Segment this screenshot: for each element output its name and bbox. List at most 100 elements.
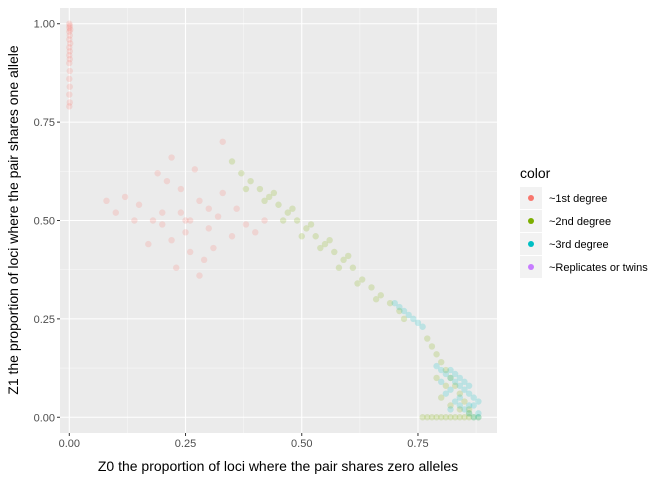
data-point <box>66 67 73 75</box>
data-point <box>419 414 426 421</box>
data-point <box>159 221 166 228</box>
data-point <box>447 402 454 409</box>
legend-key-dot <box>528 195 534 201</box>
data-point <box>470 414 477 421</box>
data-point <box>461 378 468 386</box>
data-point <box>66 52 73 59</box>
data-point <box>66 75 73 83</box>
data-point <box>66 59 73 67</box>
data-point <box>447 386 454 393</box>
data-point <box>247 177 254 185</box>
data-point <box>354 280 361 287</box>
data-point <box>228 158 236 165</box>
data-point <box>66 55 73 63</box>
data-point <box>121 193 129 201</box>
data-point <box>293 217 301 224</box>
data-point <box>66 91 73 98</box>
data-point <box>149 217 157 224</box>
data-point <box>456 402 464 409</box>
data-point <box>219 138 226 145</box>
data-point <box>456 406 464 413</box>
data-point <box>461 386 468 393</box>
data-point <box>465 390 473 397</box>
data-point <box>451 378 459 386</box>
data-point <box>284 209 291 216</box>
data-point <box>400 307 408 315</box>
data-point <box>465 414 473 421</box>
data-point <box>173 264 180 271</box>
data-point <box>475 414 482 421</box>
data-point <box>456 390 464 397</box>
x-axis-ticks: 0.00 0.25 0.50 0.75 <box>59 433 429 450</box>
data-point <box>470 394 477 401</box>
data-point <box>242 221 250 228</box>
data-point <box>456 382 464 389</box>
data-point <box>66 48 73 55</box>
data-point <box>451 370 459 378</box>
data-point <box>475 414 482 421</box>
data-point <box>214 213 222 220</box>
data-point <box>66 20 73 27</box>
data-point <box>447 374 454 382</box>
data-point <box>405 311 412 319</box>
data-point <box>261 217 268 224</box>
data-point <box>67 40 74 47</box>
legend-label: ~1st degree <box>549 193 607 205</box>
data-point <box>465 382 473 389</box>
data-point <box>168 236 175 244</box>
data-point <box>66 99 73 106</box>
data-point <box>200 256 208 264</box>
data-point <box>424 414 431 421</box>
y-tick-label: 0.75 <box>34 117 55 129</box>
data-point <box>66 22 73 29</box>
data-point <box>391 299 398 307</box>
data-point <box>275 201 282 208</box>
data-point <box>461 414 468 421</box>
data-point <box>177 185 185 193</box>
data-point <box>154 170 161 177</box>
data-point <box>442 414 450 421</box>
data-point <box>442 366 450 374</box>
data-point <box>428 414 436 421</box>
data-point <box>317 244 324 252</box>
data-point <box>345 252 352 260</box>
y-tick-label: 0.00 <box>34 412 55 424</box>
x-tick-label: 0.00 <box>59 438 80 450</box>
x-tick-label: 0.75 <box>407 438 428 450</box>
data-point <box>456 414 464 421</box>
data-point <box>340 256 347 264</box>
data-point <box>386 299 394 307</box>
data-point <box>470 414 477 421</box>
data-point <box>289 205 296 212</box>
data-point <box>349 264 357 271</box>
data-point <box>182 217 189 224</box>
data-point <box>182 229 189 236</box>
data-point <box>145 240 152 248</box>
data-point <box>451 398 459 405</box>
data-point <box>465 406 473 413</box>
y-tick-label: 0.50 <box>34 216 55 228</box>
data-point <box>456 374 464 382</box>
data-point <box>433 351 440 358</box>
data-point <box>256 185 264 193</box>
data-point <box>210 244 217 252</box>
legend-title: color <box>520 165 551 181</box>
data-point <box>465 402 473 409</box>
data-point <box>270 189 278 197</box>
y-tick-label: 1.00 <box>34 19 55 31</box>
data-point <box>233 205 240 212</box>
data-point <box>186 248 194 256</box>
data-point <box>433 414 440 421</box>
data-point <box>66 32 73 39</box>
data-point <box>135 201 143 208</box>
data-points <box>66 20 482 421</box>
legend: color ~1st degree ~2nd degree ~3rd degree ~… <box>520 165 648 278</box>
legend-label: ~2nd degree <box>549 216 611 228</box>
data-point <box>219 189 226 197</box>
data-point <box>331 248 338 256</box>
data-point <box>103 197 110 205</box>
data-point <box>461 398 468 405</box>
data-point <box>396 303 403 311</box>
data-point <box>433 362 440 370</box>
data-point <box>159 209 166 216</box>
